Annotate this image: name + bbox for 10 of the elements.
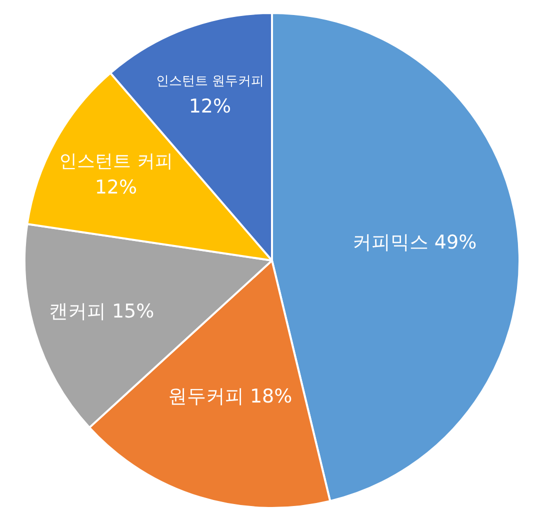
slice-label: 커피믹스: [352, 231, 428, 254]
data-label: 18%: [250, 386, 292, 408]
data-label: 49%: [434, 231, 477, 254]
slice-label: 원두커피: [168, 386, 244, 408]
slice-label: 캔커피: [48, 300, 106, 322]
data-label: 15%: [112, 300, 154, 322]
data-label: 12%: [188, 95, 232, 118]
slice-label: 인스턴트 커피: [59, 151, 173, 172]
slice-label: 인스턴트 원두커피: [156, 74, 264, 89]
data-label: 12%: [94, 176, 138, 198]
